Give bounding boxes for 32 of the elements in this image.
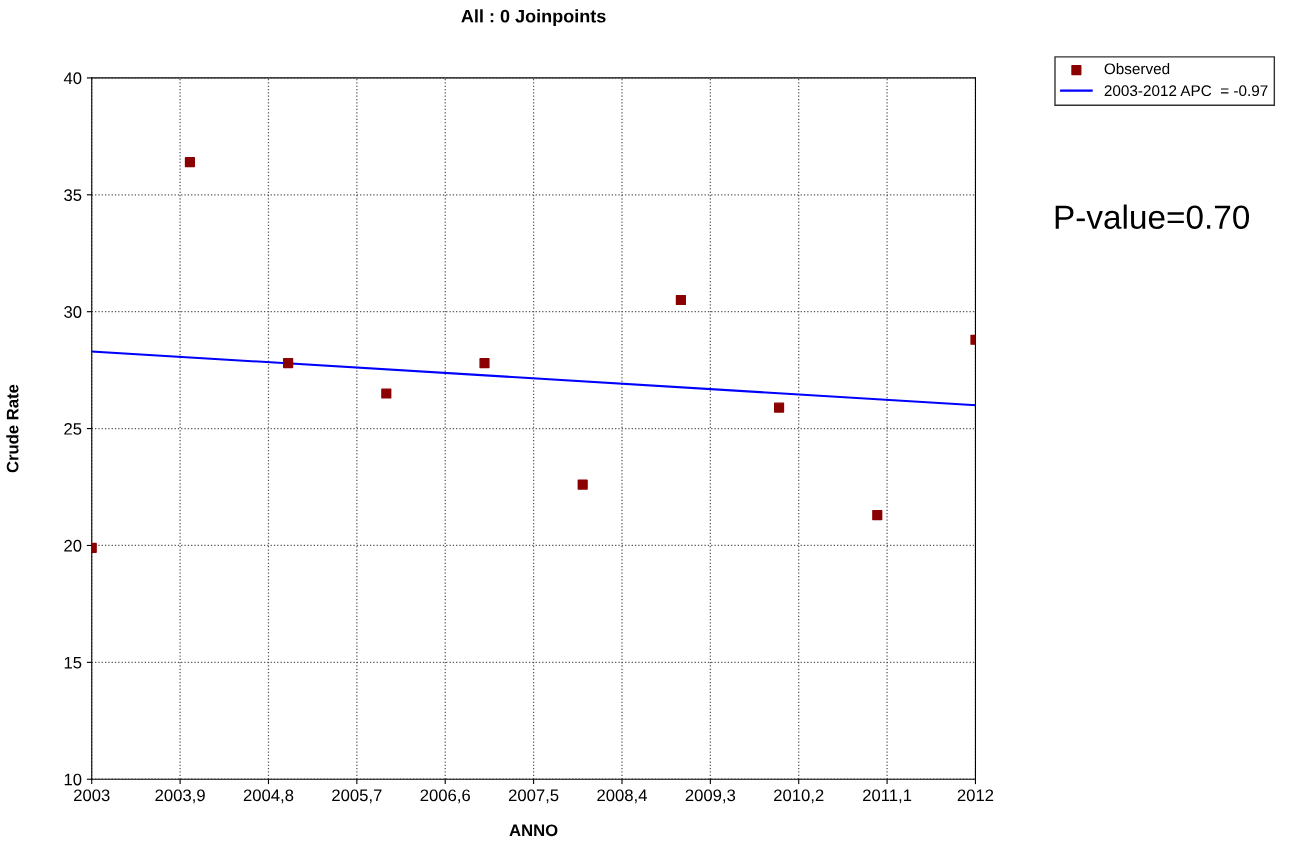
y-tick-label: 30: [64, 306, 82, 318]
x-tick-label: 2009,3: [685, 789, 736, 804]
y-tick-label: 25: [64, 422, 82, 435]
legend-label: Observed: [1104, 63, 1170, 75]
x-tick-label: 2012: [957, 789, 994, 802]
x-tick-label: 2006,6: [420, 789, 470, 804]
y-tick-label: 40: [63, 72, 82, 85]
point: [577, 479, 588, 490]
point: [184, 156, 196, 168]
x-tick-label: 2004,8: [243, 789, 294, 804]
point: [675, 294, 686, 306]
x-tick-label: 2010,2: [774, 789, 824, 804]
y-tick-label: 20: [64, 539, 82, 552]
x-tick-label: 2011,1: [863, 789, 912, 804]
x-tick-label: 2007,5: [508, 789, 559, 804]
x-tick-label: 2003: [74, 789, 110, 802]
point: [283, 358, 294, 369]
y-axis-title: Crude Rate: [6, 384, 19, 473]
point: [773, 402, 785, 413]
x-tick-label: 2003,9: [155, 789, 205, 804]
point: [872, 509, 883, 521]
text: P-value=0.70: [1055, 204, 1250, 230]
x-tick-label: 2008,4: [597, 789, 647, 804]
x-tick-label: 2005,7: [332, 789, 382, 804]
x-axis-title: ANNO: [509, 824, 558, 837]
legend-label: 2003-2012 APC = -0.97: [1104, 85, 1268, 97]
chart-title: All : 0 Joinpoints: [461, 9, 606, 27]
y-tick-label: 10: [64, 773, 82, 786]
point: [381, 388, 392, 399]
y-tick-label: 35: [64, 189, 82, 202]
y-tick-label: 15: [64, 656, 82, 669]
point: [479, 358, 490, 369]
